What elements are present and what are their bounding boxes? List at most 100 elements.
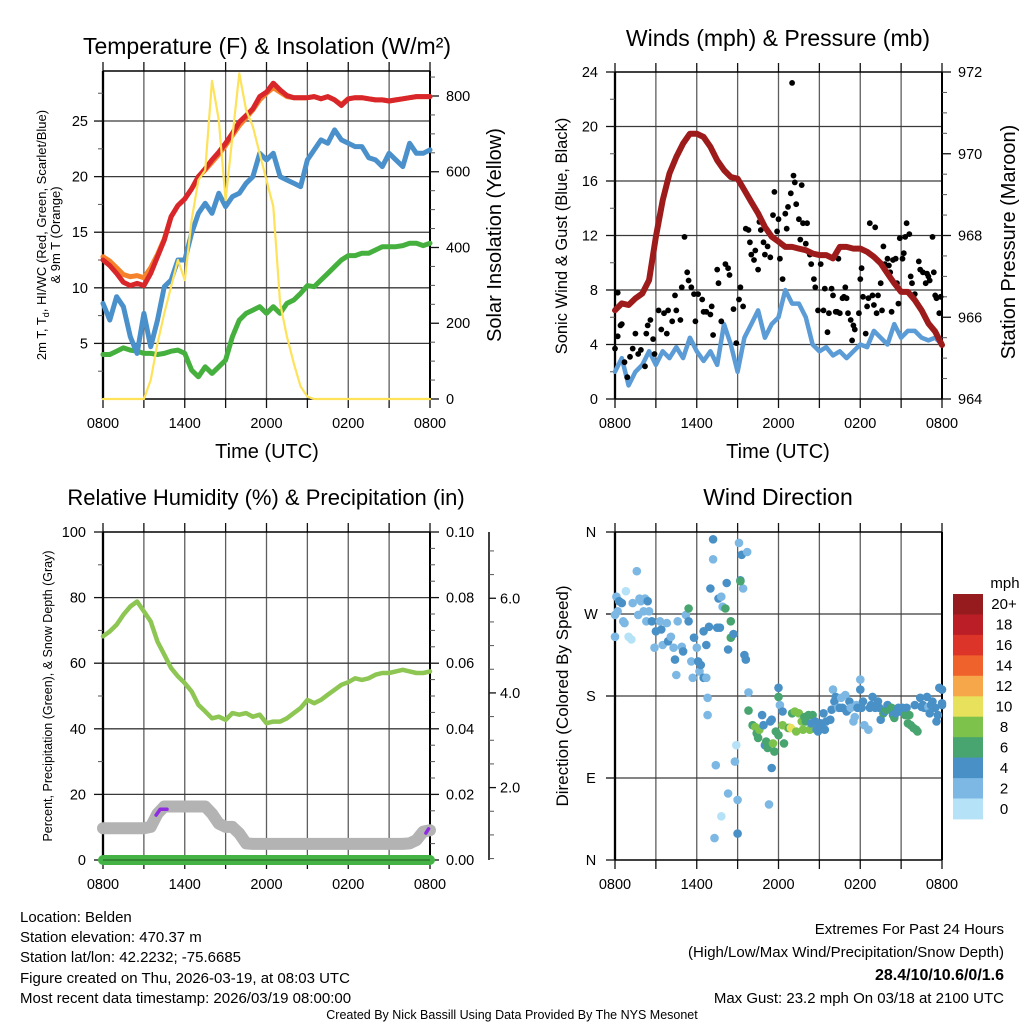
extremes-values: 28.4/10/10.6/0/1.6 xyxy=(875,967,1004,984)
wind-direction-point xyxy=(820,725,830,734)
station-pressure-line xyxy=(612,130,945,348)
y-tick-label: 0.06 xyxy=(446,656,474,672)
humidity-chart-left-axis-label: Percent, Precipitation (Green), & Snow D… xyxy=(41,550,55,841)
gust-point xyxy=(737,284,744,291)
colorbar-unit-label: mph xyxy=(990,575,1019,592)
wind-direction-point xyxy=(738,584,748,593)
wind-direction-point xyxy=(650,643,659,652)
wind-direction-point xyxy=(678,647,688,656)
chart-0-frame xyxy=(101,70,431,400)
extremes-title: Extremes For Past 24 Hours xyxy=(815,921,1004,938)
wind-direction-point xyxy=(913,727,922,736)
gust-point xyxy=(757,227,764,233)
gust-point xyxy=(725,265,731,272)
gust-point xyxy=(812,284,819,291)
sonic-wind-line xyxy=(612,287,945,388)
gust-point xyxy=(896,235,903,242)
wind-direction-point xyxy=(770,747,779,756)
colorbar-label: 10 xyxy=(996,699,1013,716)
gust-point xyxy=(658,326,665,333)
y-tick-label: 0.04 xyxy=(446,722,474,738)
gust-point xyxy=(884,255,891,262)
colorbar-label: 2 xyxy=(1000,780,1008,797)
gust-point xyxy=(745,227,752,233)
gust-point xyxy=(824,329,831,336)
gust-point xyxy=(755,266,761,273)
gust-point xyxy=(774,228,780,235)
gust-point xyxy=(866,220,873,227)
gust-point xyxy=(902,234,909,240)
wind-direction-chart-title: Wind Direction xyxy=(703,484,853,510)
colorbar-box xyxy=(953,675,983,697)
gust-point xyxy=(856,310,862,317)
gust-point xyxy=(627,353,633,360)
x-tick-label: 2000 xyxy=(250,877,282,893)
gust-point xyxy=(869,292,876,299)
wind-direction-point xyxy=(733,829,742,838)
wind-direction-point xyxy=(644,607,654,616)
gust-point xyxy=(802,240,809,247)
gust-point xyxy=(733,340,740,346)
wind-direction-point xyxy=(827,705,836,714)
gust-point xyxy=(707,311,714,318)
y-tick-label: 40 xyxy=(70,722,86,738)
label-part: , HI/WC (Red, Green, Scarlet/Blue) xyxy=(34,110,49,312)
colorbar-label: 18 xyxy=(996,617,1013,634)
gust-point xyxy=(752,247,759,254)
wind-direction-point xyxy=(850,712,860,722)
wind-direction-point xyxy=(704,622,714,632)
wind-direction-point xyxy=(828,685,838,694)
gust-point xyxy=(624,374,631,381)
pressure-right-axis: 964 966 968 970 972 xyxy=(942,65,982,408)
x-tick-label: 0200 xyxy=(332,416,364,432)
y-tick-label: 964 xyxy=(958,392,982,408)
gust-point xyxy=(880,243,887,250)
2m-temperature-line xyxy=(100,80,433,289)
y-tick-label: 25 xyxy=(72,114,88,130)
wind-direction-point xyxy=(708,555,718,564)
wind-direction-point xyxy=(741,655,751,664)
wind-direction-point xyxy=(736,576,745,586)
wind-direction-point xyxy=(744,706,753,715)
colorbar-box xyxy=(953,757,983,779)
gust-point xyxy=(782,210,789,217)
gust-point xyxy=(629,345,636,352)
colorbar-box xyxy=(953,594,983,615)
wind-direction-point xyxy=(621,586,631,596)
credit-text: Created By Nick Bassill Using Data Provi… xyxy=(326,1008,698,1022)
wind-direction-point xyxy=(721,604,730,613)
x-tick-label: 0800 xyxy=(414,877,446,893)
gust-point xyxy=(692,318,699,325)
chart-0-x-tick-labels: 0800 1400 2000 0200 0800 xyxy=(87,416,446,432)
gust-point xyxy=(661,310,667,317)
wind-direction-point xyxy=(864,725,873,734)
y-tick-label: 800 xyxy=(446,89,470,105)
gust-point xyxy=(655,307,662,314)
wind-direction-point xyxy=(669,643,678,652)
gust-point xyxy=(836,310,843,317)
gust-point xyxy=(672,292,678,299)
station-location-text: Location: Belden xyxy=(20,909,132,926)
wind-direction-point xyxy=(902,703,911,713)
gust-point xyxy=(926,277,933,284)
colorbar-box xyxy=(953,696,983,718)
wind-direction-point xyxy=(717,592,726,601)
wind-direction-point xyxy=(729,629,738,639)
y-tick-label: 20 xyxy=(72,170,88,186)
wind-direction-point xyxy=(687,657,696,666)
gust-point xyxy=(828,285,835,292)
gust-point xyxy=(915,258,922,265)
gust-point xyxy=(632,330,639,337)
wind-direction-points xyxy=(610,535,947,843)
gust-point xyxy=(849,337,855,344)
y-tick-label: 0.02 xyxy=(446,787,474,803)
wind-direction-point xyxy=(778,707,787,716)
wind-direction-point xyxy=(722,578,731,588)
gust-point xyxy=(751,257,757,263)
wind-direction-point xyxy=(759,720,768,730)
direction-left-axis: N W S E N xyxy=(584,525,615,869)
gust-point xyxy=(830,292,836,299)
speed-colorbar: mph 20+ 18 16 14 12 10 8 6 4 2 0 xyxy=(953,575,1020,820)
gust-point xyxy=(865,295,872,302)
